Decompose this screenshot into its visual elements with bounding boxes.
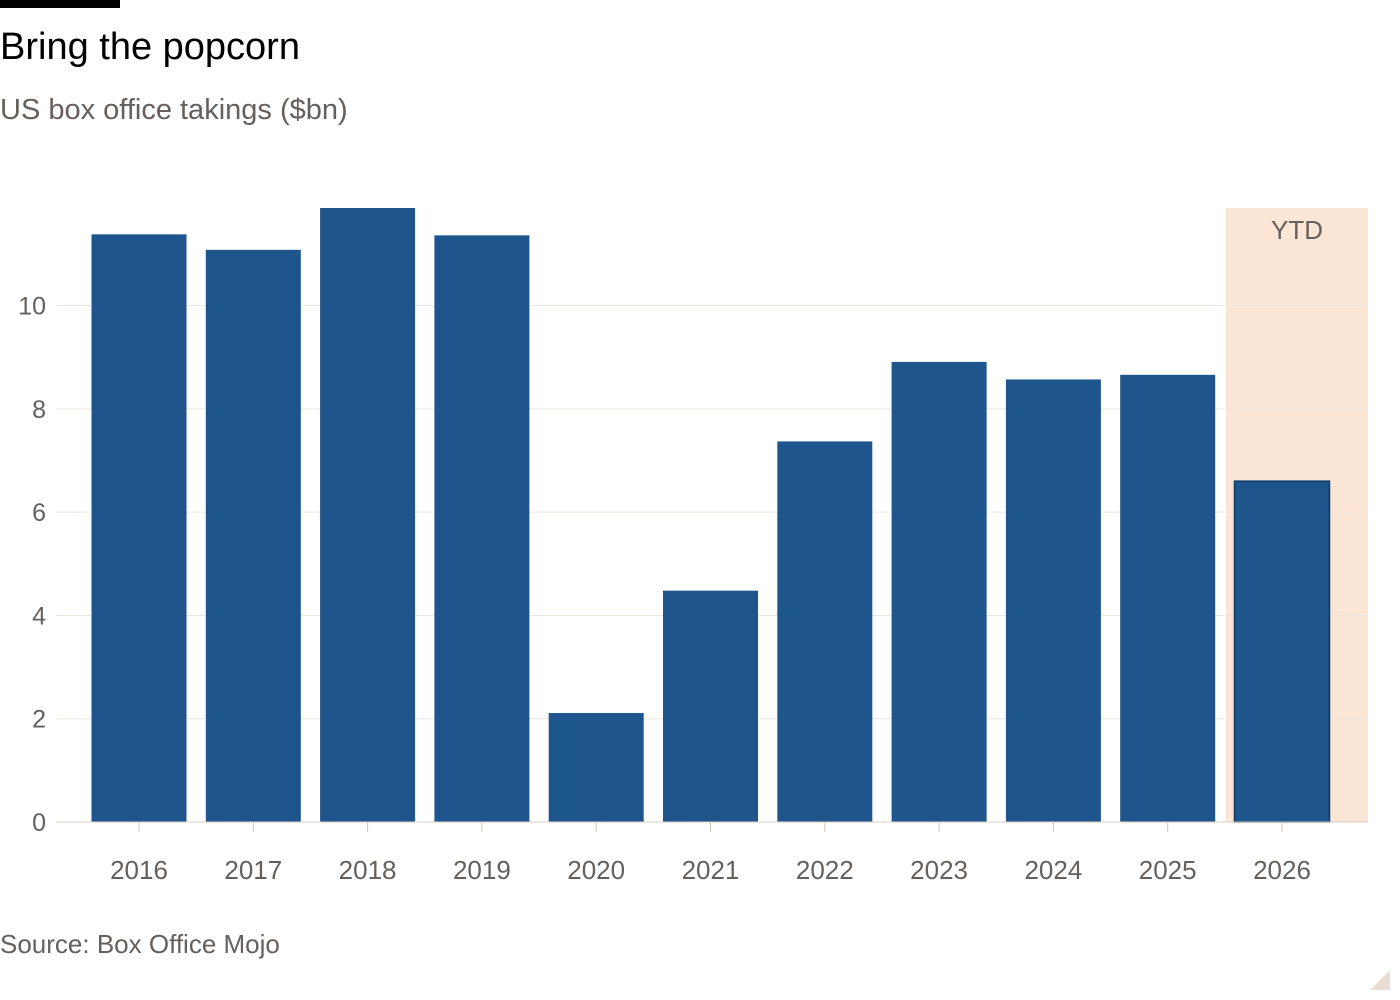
x-tick-label-2025: 2025 [1139, 855, 1197, 885]
y-tick-label-10: 10 [18, 293, 46, 321]
x-tick-label-2017: 2017 [224, 855, 282, 885]
chart-subtitle: US box office takings ($bn) [0, 94, 348, 126]
x-tick-label-2026: 2026 [1253, 855, 1311, 885]
bar-2022 [777, 441, 873, 822]
ytd-label: YTD [1271, 215, 1323, 245]
bar-2024 [1005, 379, 1101, 822]
y-tick-label-2: 2 [32, 706, 46, 734]
x-tick-label-2023: 2023 [910, 855, 968, 885]
y-tick-label-8: 8 [32, 396, 46, 424]
y-tick-label-0: 0 [32, 809, 46, 837]
source-note: Source: Box Office Mojo [0, 929, 280, 959]
bar-2021 [663, 590, 758, 822]
x-tick-label-2019: 2019 [453, 855, 511, 885]
bar-2026 [1233, 480, 1331, 823]
y-tick-label-4: 4 [32, 602, 46, 630]
x-tick-label-2020: 2020 [567, 855, 625, 885]
corner-mark [1370, 970, 1390, 990]
bar-2020 [548, 713, 644, 822]
x-tick-label-2024: 2024 [1024, 855, 1082, 885]
brand-top-bar [0, 0, 120, 8]
bar-2017 [205, 249, 301, 822]
bar-2018 [320, 208, 416, 822]
x-tick-label-2016: 2016 [110, 855, 168, 885]
bar-2016 [91, 234, 187, 822]
bar-2025 [1120, 374, 1216, 822]
y-tick-label-6: 6 [32, 499, 46, 527]
x-tick-label-2021: 2021 [682, 855, 740, 885]
x-tick-label-2018: 2018 [339, 855, 397, 885]
bar-2019 [434, 235, 530, 823]
chart-title: Bring the popcorn [0, 26, 300, 68]
bar-2023 [891, 361, 987, 822]
x-tick-label-2022: 2022 [796, 855, 854, 885]
